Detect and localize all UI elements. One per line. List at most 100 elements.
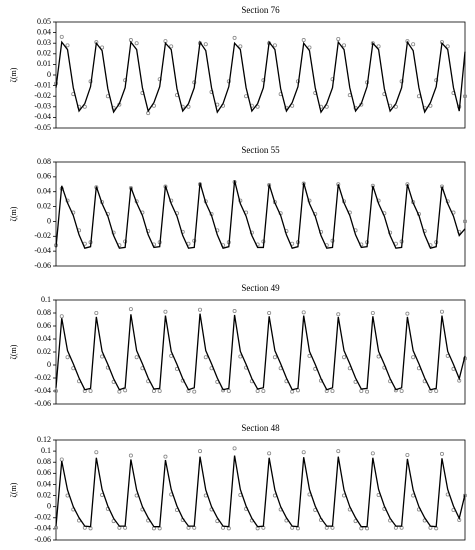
measured-point xyxy=(267,310,272,315)
measured-point xyxy=(192,389,197,394)
measured-point xyxy=(376,44,381,49)
measured-point xyxy=(65,43,70,48)
chart-title: Section 49 xyxy=(241,283,280,293)
measured-point xyxy=(128,453,133,458)
y-tick-label: -0.02 xyxy=(34,513,51,522)
measured-point xyxy=(370,451,375,456)
plot-frame xyxy=(55,439,466,541)
measured-point xyxy=(59,457,64,462)
measured-point xyxy=(163,454,168,459)
y-tick-label: -0.05 xyxy=(34,123,51,132)
measured-point xyxy=(336,312,341,317)
model-line xyxy=(55,313,466,391)
measured-point xyxy=(342,355,347,360)
measured-point xyxy=(128,307,133,312)
measured-point xyxy=(255,104,260,109)
measured-point xyxy=(65,355,70,360)
measured-point xyxy=(359,388,364,393)
measured-point xyxy=(261,388,266,393)
measured-point xyxy=(411,355,416,360)
measured-point xyxy=(439,309,444,314)
y-tick-label: 0 xyxy=(47,216,51,225)
y-tick-label: 0 xyxy=(47,360,51,369)
y-tick-label: 0.08 xyxy=(37,308,51,317)
measured-point xyxy=(255,388,260,393)
measured-point xyxy=(370,310,375,315)
y-tick-label: 0.03 xyxy=(37,38,51,47)
measured-point xyxy=(169,44,174,49)
measured-point xyxy=(134,41,139,46)
y-tick-label: 0.04 xyxy=(37,27,51,36)
y-tick-label: 0.12 xyxy=(37,435,51,444)
measured-point xyxy=(198,449,203,454)
measured-point xyxy=(411,42,416,47)
y-tick-label: 0.06 xyxy=(37,468,51,477)
y-tick-label: 0.01 xyxy=(37,59,51,68)
model-line xyxy=(55,180,466,249)
y-tick-label: 0.08 xyxy=(37,457,51,466)
measured-point xyxy=(434,388,439,393)
model-line xyxy=(55,455,466,528)
y-tick-label: -0.06 xyxy=(34,399,51,408)
measured-point xyxy=(163,39,168,44)
y-tick-label: 0.05 xyxy=(37,17,51,26)
chart-title: Section 48 xyxy=(241,423,280,433)
measured-point xyxy=(301,38,306,43)
y-tick-label: 0.04 xyxy=(37,334,51,343)
y-tick-label: 0.06 xyxy=(37,172,51,181)
measured-point xyxy=(198,307,203,312)
y-tick-label: -0.04 xyxy=(34,524,51,533)
y-tick-label: 0.02 xyxy=(37,490,51,499)
measured-point xyxy=(307,45,312,50)
measured-point xyxy=(330,388,335,393)
y-tick-label: -0.04 xyxy=(34,246,51,255)
measured-point xyxy=(301,310,306,315)
measured-point xyxy=(54,525,59,530)
measured-point xyxy=(232,35,237,40)
y-tick-label: -0.02 xyxy=(34,231,51,240)
measured-point xyxy=(163,309,168,314)
y-tick-label: 0.1 xyxy=(41,446,51,455)
y-tick-label: -0.04 xyxy=(34,386,51,395)
measured-point xyxy=(100,45,105,50)
y-tick-label: 0.08 xyxy=(37,157,51,166)
measured-point xyxy=(59,34,64,39)
chart-title: Section 55 xyxy=(241,145,280,155)
measured-point xyxy=(290,389,295,394)
y-tick-label: -0.04 xyxy=(34,112,51,121)
measured-point xyxy=(244,94,249,99)
y-tick-label: -0.02 xyxy=(34,91,51,100)
measured-point xyxy=(261,78,266,83)
measured-point xyxy=(59,314,64,319)
measured-point xyxy=(54,388,59,393)
measured-point xyxy=(134,355,139,360)
y-tick-label: 0.02 xyxy=(37,347,51,356)
y-tick-label: 0.1 xyxy=(41,295,51,304)
measured-point xyxy=(272,43,277,48)
measured-point xyxy=(445,44,450,49)
measured-point xyxy=(203,42,208,47)
measured-point xyxy=(232,309,237,314)
y-tick-label: -0.06 xyxy=(34,261,51,270)
y-tick-label: -0.03 xyxy=(34,102,51,111)
measured-point xyxy=(117,389,122,394)
y-axis-label: ζ(m) xyxy=(9,482,18,497)
measured-point xyxy=(405,452,410,457)
measured-point xyxy=(439,451,444,456)
measured-point xyxy=(232,446,237,451)
y-tick-label: 0.02 xyxy=(37,49,51,58)
measured-point xyxy=(272,355,277,360)
measured-point xyxy=(123,78,128,83)
measured-point xyxy=(82,104,87,109)
measured-point xyxy=(267,451,272,456)
measured-point xyxy=(399,388,404,393)
y-tick-label: -0.01 xyxy=(34,80,51,89)
measured-point xyxy=(462,219,467,224)
measured-point xyxy=(151,388,156,393)
measured-point xyxy=(336,449,341,454)
measured-point xyxy=(342,43,347,48)
y-tick-label: -0.02 xyxy=(34,373,51,382)
measured-point xyxy=(203,355,208,360)
measured-point xyxy=(238,44,243,49)
